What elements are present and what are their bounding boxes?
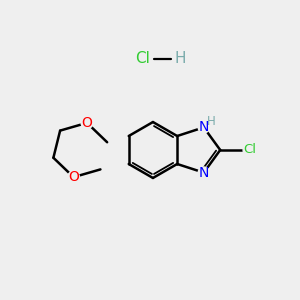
Circle shape [81,117,93,129]
Text: O: O [82,116,92,130]
Circle shape [243,143,256,157]
Text: N: N [199,120,209,134]
Text: H: H [174,51,186,66]
Text: O: O [68,170,79,184]
Circle shape [198,167,209,178]
Text: N: N [199,166,209,180]
Text: H: H [206,115,215,128]
Text: Cl: Cl [243,143,256,157]
Text: Cl: Cl [135,51,150,66]
Circle shape [68,171,80,183]
Circle shape [198,122,209,133]
